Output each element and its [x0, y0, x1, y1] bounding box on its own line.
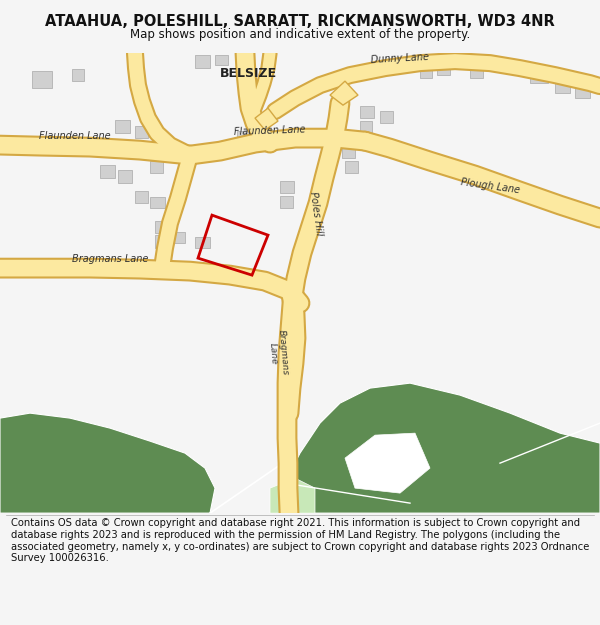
Polygon shape: [195, 237, 210, 248]
Polygon shape: [215, 148, 228, 158]
Polygon shape: [345, 161, 358, 173]
Text: ATAAHUA, POLESHILL, SARRATT, RICKMANSWORTH, WD3 4NR: ATAAHUA, POLESHILL, SARRATT, RICKMANSWOR…: [45, 14, 555, 29]
Polygon shape: [437, 65, 450, 75]
Polygon shape: [170, 232, 185, 243]
Polygon shape: [270, 478, 315, 513]
Polygon shape: [135, 191, 148, 203]
Polygon shape: [285, 383, 600, 513]
Text: BELSIZE: BELSIZE: [220, 67, 277, 79]
Polygon shape: [575, 86, 590, 98]
Polygon shape: [0, 413, 215, 513]
Polygon shape: [215, 55, 228, 65]
Polygon shape: [280, 196, 293, 208]
Polygon shape: [150, 197, 165, 208]
Text: Flaunden Lane: Flaunden Lane: [39, 131, 111, 141]
Polygon shape: [198, 145, 212, 155]
Polygon shape: [342, 147, 355, 158]
Polygon shape: [555, 81, 570, 93]
Polygon shape: [470, 66, 483, 78]
Polygon shape: [530, 68, 548, 83]
Polygon shape: [118, 170, 132, 183]
Polygon shape: [72, 69, 84, 81]
Polygon shape: [150, 161, 163, 173]
Polygon shape: [155, 235, 168, 248]
Text: Map shows position and indicative extent of the property.: Map shows position and indicative extent…: [130, 28, 470, 41]
Text: Plough Lane: Plough Lane: [460, 177, 520, 195]
Polygon shape: [32, 71, 52, 88]
Polygon shape: [237, 131, 250, 141]
Polygon shape: [420, 67, 432, 78]
Text: Flaunden Lane: Flaunden Lane: [234, 125, 306, 138]
Text: Poles Hill: Poles Hill: [308, 191, 324, 236]
Polygon shape: [195, 55, 210, 68]
Polygon shape: [100, 165, 115, 178]
Polygon shape: [330, 81, 358, 105]
Polygon shape: [155, 221, 170, 233]
Polygon shape: [360, 106, 374, 118]
Polygon shape: [235, 141, 248, 153]
Text: Contains OS data © Crown copyright and database right 2021. This information is : Contains OS data © Crown copyright and d…: [11, 518, 589, 563]
Text: Bragmans Lane: Bragmans Lane: [72, 254, 148, 264]
Polygon shape: [380, 111, 393, 123]
Polygon shape: [115, 120, 130, 133]
Polygon shape: [280, 181, 294, 193]
Polygon shape: [135, 126, 148, 138]
Polygon shape: [255, 108, 278, 130]
Polygon shape: [345, 433, 430, 493]
Polygon shape: [360, 121, 372, 133]
Text: Bragmans
Lane: Bragmans Lane: [266, 329, 290, 377]
Text: Dunny Lane: Dunny Lane: [371, 52, 430, 64]
Polygon shape: [152, 147, 166, 158]
